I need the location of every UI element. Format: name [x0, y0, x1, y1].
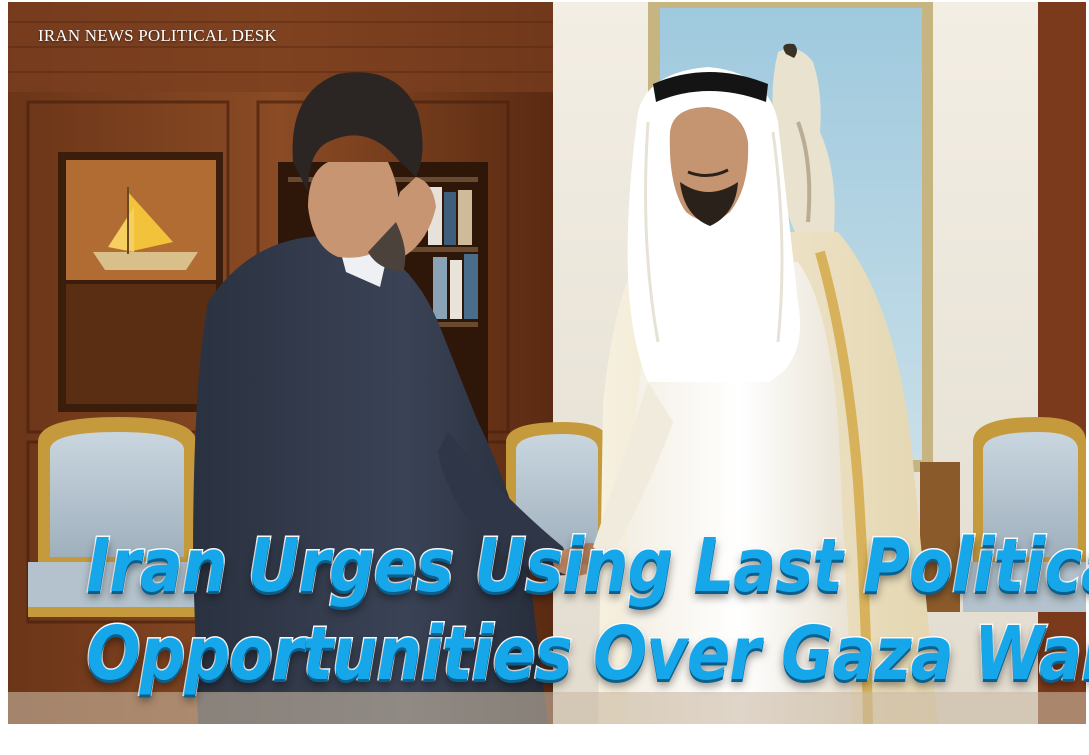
falcon	[772, 43, 835, 246]
man-in-thobe	[593, 67, 938, 724]
headline-line-2: Opportunities Over Gaza War	[85, 610, 1089, 699]
handshake	[553, 543, 606, 576]
desk-label: IRAN NEWS POLITICAL DESK	[38, 26, 277, 45]
headline: Iran Urges Using Last Political Opportun…	[0, 522, 1089, 699]
man-in-suit	[193, 72, 573, 724]
model-ship	[93, 187, 198, 270]
photo-illustration	[8, 2, 1086, 724]
armchair-left	[28, 417, 208, 617]
headline-line-1: Iran Urges Using Last Political	[85, 522, 1089, 611]
armchair-right	[963, 417, 1086, 612]
news-photo	[8, 2, 1086, 724]
